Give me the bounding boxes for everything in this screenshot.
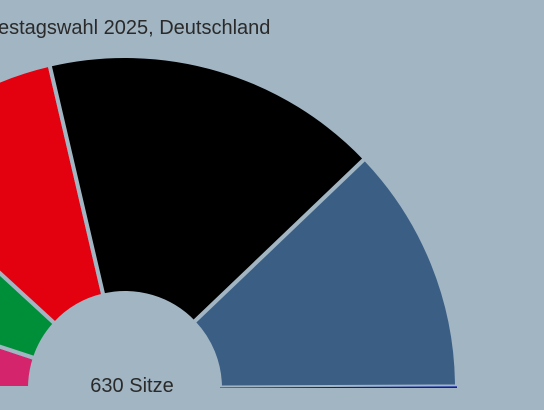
chart-title: estagswahl 2025, Deutschland — [0, 17, 270, 39]
seat-arcs — [0, 54, 460, 390]
seat-arc — [47, 54, 368, 326]
center-label: 630 Sitze — [90, 375, 173, 397]
seat-arc — [0, 62, 106, 327]
seat-arc — [0, 270, 58, 361]
seat-arc — [190, 155, 460, 390]
seat-arc — [219, 386, 457, 388]
